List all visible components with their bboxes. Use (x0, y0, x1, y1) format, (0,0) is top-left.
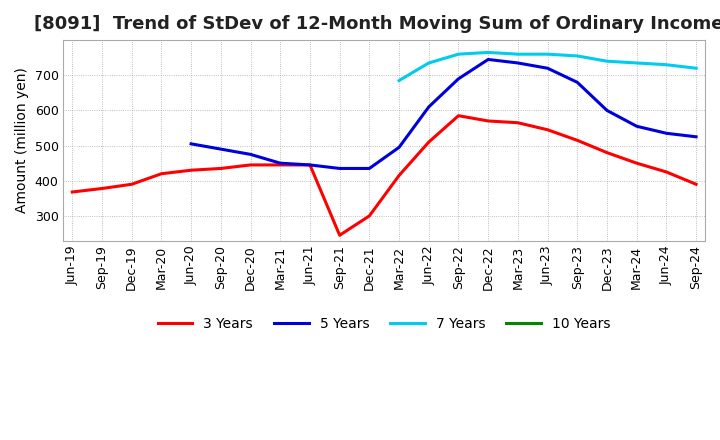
3 Years (544, 127, 552, 132)
3 Years (365, 213, 374, 219)
Line: 5 Years: 5 Years (191, 59, 696, 169)
5 Years (186, 141, 195, 147)
Line: 7 Years: 7 Years (399, 52, 696, 81)
3 Years (98, 186, 107, 191)
5 Years (513, 60, 522, 66)
3 Years (246, 162, 255, 168)
7 Years (395, 78, 403, 83)
5 Years (692, 134, 701, 139)
3 Years (127, 182, 136, 187)
3 Years (276, 162, 284, 168)
Title: [8091]  Trend of StDev of 12-Month Moving Sum of Ordinary Incomes: [8091] Trend of StDev of 12-Month Moving… (34, 15, 720, 33)
3 Years (484, 118, 492, 124)
3 Years (305, 162, 314, 168)
Legend: 3 Years, 5 Years, 7 Years, 10 Years: 3 Years, 5 Years, 7 Years, 10 Years (152, 312, 616, 337)
5 Years (305, 162, 314, 168)
7 Years (573, 53, 582, 59)
3 Years (632, 161, 641, 166)
5 Years (544, 66, 552, 71)
5 Years (484, 57, 492, 62)
Line: 3 Years: 3 Years (72, 116, 696, 235)
3 Years (454, 113, 463, 118)
3 Years (186, 168, 195, 173)
5 Years (246, 152, 255, 157)
7 Years (544, 51, 552, 57)
7 Years (425, 60, 433, 66)
7 Years (513, 51, 522, 57)
7 Years (484, 50, 492, 55)
3 Years (68, 189, 76, 194)
5 Years (365, 166, 374, 171)
3 Years (157, 171, 166, 176)
7 Years (454, 51, 463, 57)
5 Years (336, 166, 344, 171)
3 Years (573, 138, 582, 143)
7 Years (632, 60, 641, 66)
5 Years (425, 104, 433, 110)
3 Years (662, 169, 671, 175)
3 Years (603, 150, 611, 155)
3 Years (336, 233, 344, 238)
5 Years (632, 124, 641, 129)
5 Years (217, 147, 225, 152)
5 Years (662, 131, 671, 136)
5 Years (603, 108, 611, 113)
5 Years (573, 80, 582, 85)
3 Years (395, 173, 403, 178)
Y-axis label: Amount (million yen): Amount (million yen) (15, 67, 29, 213)
3 Years (692, 182, 701, 187)
3 Years (513, 120, 522, 125)
3 Years (425, 139, 433, 145)
7 Years (692, 66, 701, 71)
5 Years (454, 76, 463, 81)
3 Years (217, 166, 225, 171)
7 Years (662, 62, 671, 67)
5 Years (276, 161, 284, 166)
5 Years (395, 145, 403, 150)
7 Years (603, 59, 611, 64)
